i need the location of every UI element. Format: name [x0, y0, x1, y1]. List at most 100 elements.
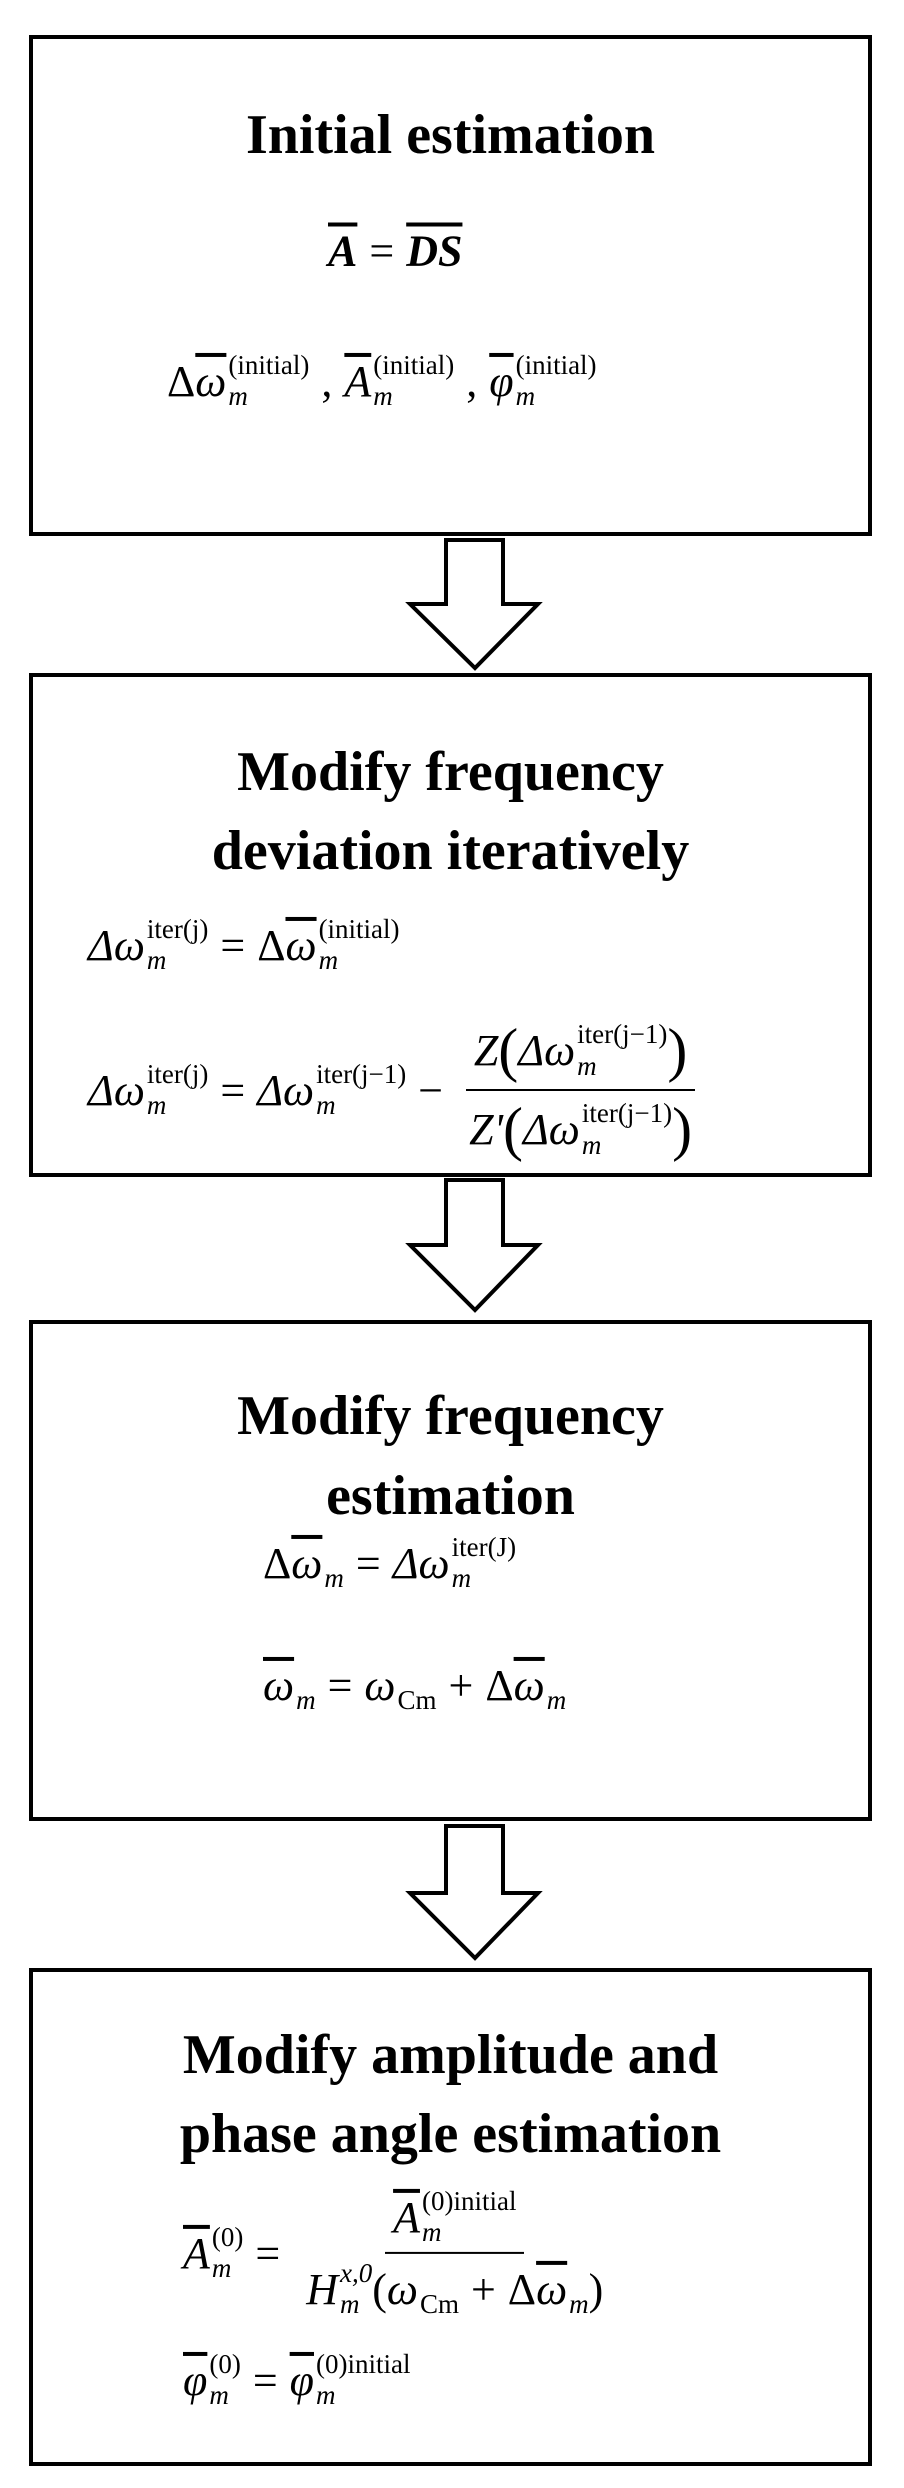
formula-symbol: iter(j): [146, 1058, 209, 1089]
formula-part: (0)initial m: [316, 2349, 410, 2411]
formula-symbol: A: [344, 356, 372, 406]
formula-symbol: ): [672, 1096, 693, 1162]
formula-part: ​m: [296, 1654, 316, 1716]
formula-part: x,0 m: [340, 2258, 372, 2320]
formula-symbol: ω: [386, 2264, 418, 2314]
formula-symbol: m: [373, 381, 393, 411]
formula-part: ​Cm: [420, 2258, 459, 2320]
formula-symbol: m: [318, 945, 339, 975]
formula-part: ​m: [547, 1654, 567, 1716]
formula-symbol: x,0: [339, 2258, 373, 2288]
formula-symbol: Δω: [88, 920, 145, 970]
formula-symbol: m: [146, 1090, 167, 1120]
step-box: [29, 1968, 872, 2466]
formula-symbol: (initial): [515, 349, 597, 380]
box-title: deviation iteratively: [211, 820, 690, 882]
formula-symbol: DS: [406, 226, 463, 276]
formula-symbol: m: [451, 1563, 472, 1593]
formula-symbol: m: [146, 945, 167, 975]
formula-symbol: (: [372, 2264, 387, 2314]
formula-symbol: ω: [291, 1538, 323, 1588]
formula-symbol: =: [327, 1660, 353, 1710]
formula-symbol: m: [324, 1563, 344, 1593]
formula-symbol: iter(j−1): [577, 1019, 668, 1050]
formula-symbol: m: [577, 1050, 597, 1081]
formula-symbol: Δ: [167, 356, 196, 406]
formula-symbol: m: [546, 1685, 567, 1715]
formula-symbol: Δ: [263, 1538, 292, 1588]
formula-part: A (0)initial m: [385, 2186, 525, 2254]
formula-symbol: iter(J): [451, 1531, 517, 1562]
step-box: [29, 35, 872, 536]
formula-symbol: (initial): [318, 913, 400, 944]
formula-part: iter(j−1) m: [577, 1019, 667, 1081]
box-title: estimation: [326, 1465, 575, 1527]
formula-symbol: =: [220, 920, 246, 970]
formula-part: (initial) m: [516, 350, 597, 412]
formula-symbol: H: [306, 2264, 338, 2314]
formula-part: (0) m: [212, 2222, 243, 2284]
formula-symbol: (initial): [228, 349, 310, 380]
formula-symbol: ): [588, 2264, 604, 2314]
formula-part: iter(j) m: [147, 914, 208, 976]
formula-symbol: m: [211, 2253, 232, 2283]
formula-part: ​Cm: [397, 1654, 436, 1716]
formula-symbol: =: [220, 1065, 246, 1115]
formula-symbol: Z: [473, 1026, 499, 1075]
formula-symbol: m: [228, 381, 248, 411]
formula-symbol: ,: [321, 356, 333, 406]
formula-symbol: A: [183, 2228, 210, 2278]
formula-symbol: =: [355, 1538, 381, 1588]
arrow: [405, 1178, 543, 1313]
formula-symbol: ω: [195, 356, 227, 406]
formula-part: iter(J) m: [452, 1532, 516, 1594]
formula-symbol: ω: [364, 1660, 396, 1710]
formula-symbol: A: [393, 2192, 420, 2242]
formula-part: iter(j−1) m: [582, 1098, 672, 1160]
box-title: phase angle estimation: [179, 2103, 722, 2165]
formula-symbol: m: [209, 2380, 229, 2410]
formula-symbol: Δω: [88, 1065, 145, 1115]
formula-symbol: +: [448, 1660, 474, 1710]
formula-symbol: ω: [513, 1660, 545, 1710]
box-title: Modify amplitude and: [182, 2024, 719, 2086]
formula-part: (0)initial m: [422, 2186, 516, 2248]
formula-symbol: m: [569, 2289, 589, 2320]
formula-symbol: Δ: [485, 1660, 514, 1710]
formula-part: Z'(Δω iter(j−1) m): [461, 1091, 700, 1164]
equation: ω ​m = ω ​Cm + Δω ​m: [263, 1654, 566, 1716]
formula-symbol: m: [421, 2216, 442, 2247]
formula-part: ​m: [569, 2258, 589, 2320]
formula-part: (initial) m: [373, 350, 454, 412]
formula-symbol: Cm: [419, 2289, 459, 2320]
box-title: Modify frequency: [237, 741, 664, 803]
formula-part: (initial) m: [228, 350, 309, 412]
arrow: [405, 538, 543, 671]
formula-symbol: A: [328, 226, 358, 276]
equation: Δω ​m = Δω iter(J)m: [263, 1532, 516, 1594]
formula-symbol: ): [667, 1017, 688, 1083]
formula-symbol: (0): [209, 2348, 241, 2379]
formula-part: iter(j) m: [147, 1059, 208, 1121]
formula-symbol: Δω: [392, 1538, 450, 1588]
formula-symbol: ,: [466, 356, 478, 406]
formula-symbol: (: [498, 1017, 519, 1083]
formula-symbol: φ: [289, 2355, 314, 2405]
formula-symbol: Δω: [522, 1105, 580, 1154]
formula-symbol: ω: [536, 2264, 568, 2314]
formula-symbol: Δ: [257, 920, 286, 970]
equation: Δω iter(j) m = Δω iter(j−1) m − Z(Δω iter(j…: [88, 1016, 700, 1164]
formula-symbol: =: [252, 2355, 278, 2405]
formula-part: iter(j−1) m: [316, 1059, 406, 1121]
formula-symbol: iter(j−1): [581, 1098, 673, 1129]
formula-symbol: (: [503, 1096, 523, 1162]
formula-symbol: Δω: [257, 1065, 315, 1115]
equation: A = DS: [328, 226, 462, 277]
step-box: [29, 673, 872, 1177]
formula-symbol: iter(j): [146, 913, 209, 944]
formula-symbol: m: [296, 1685, 316, 1715]
formula-symbol: Δω: [518, 1026, 576, 1075]
